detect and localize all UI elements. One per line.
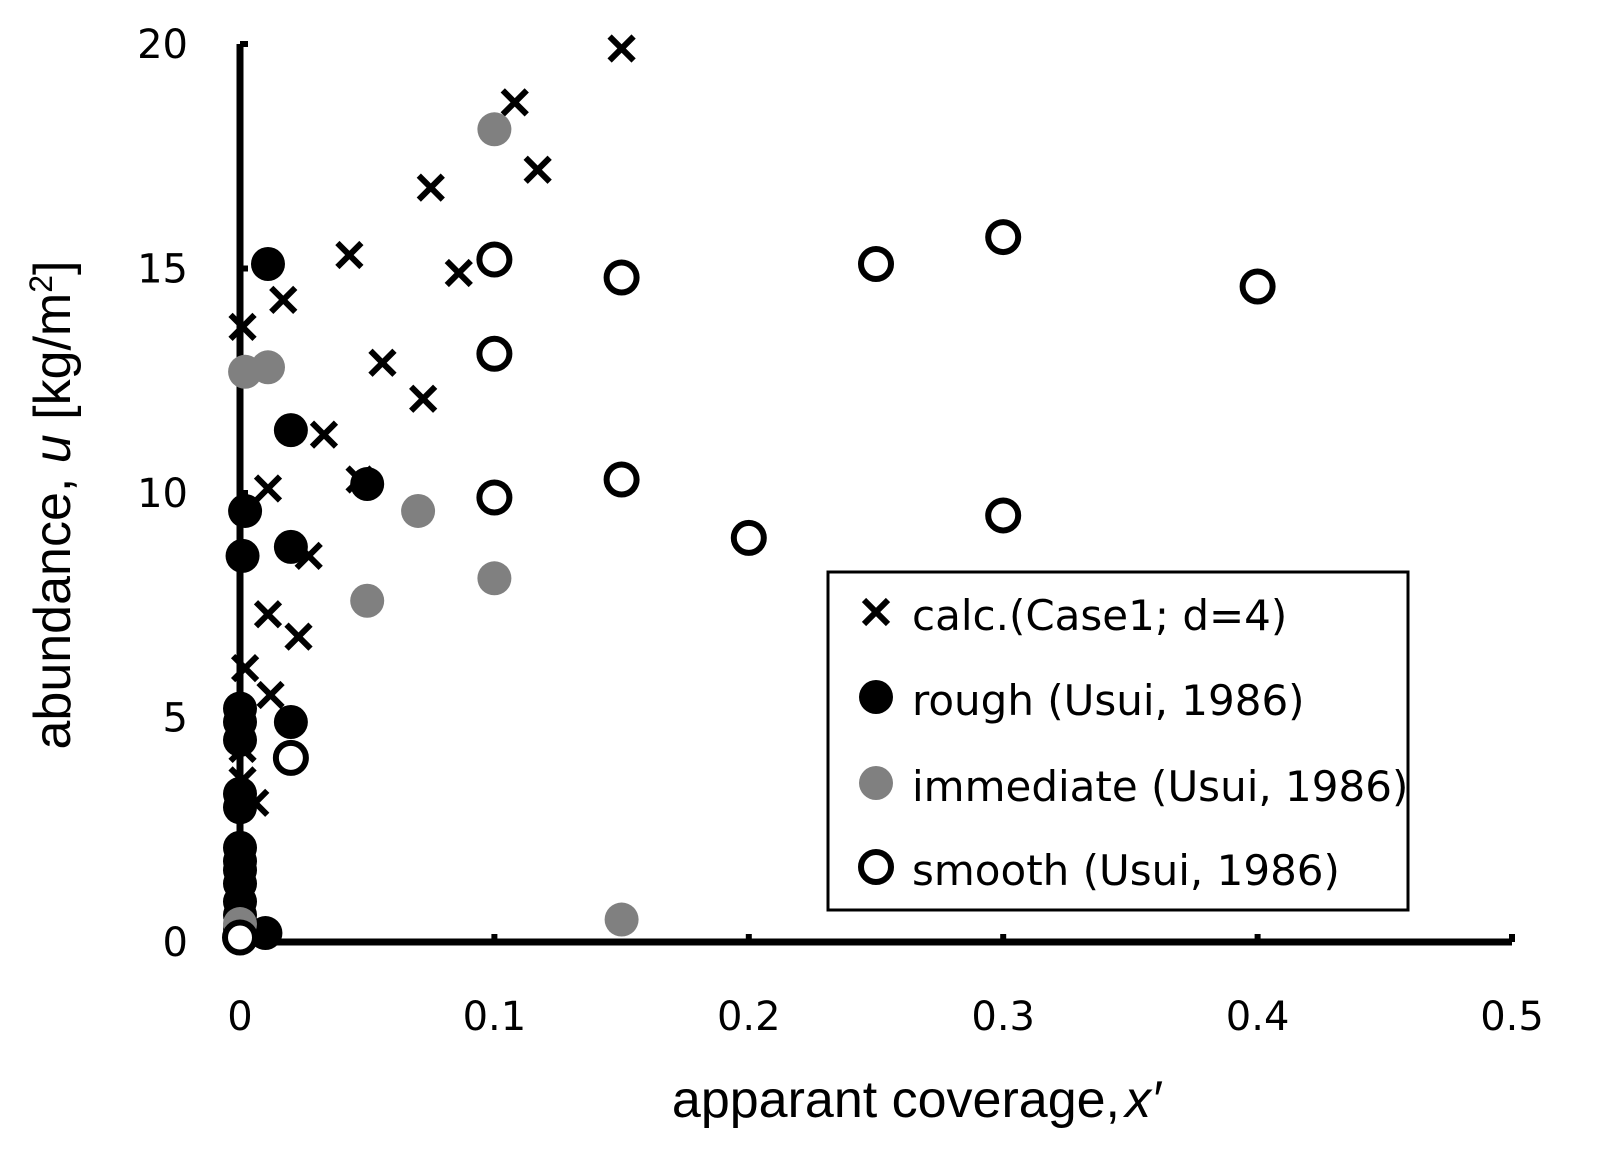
marker-stroke [309,420,339,449]
data-point [228,312,257,341]
data-point [401,493,436,528]
marker-stroke [228,312,257,341]
data-point [409,384,438,413]
legend-marker [859,680,893,714]
marker-stroke [368,348,397,377]
legend-label: immediate (Usui, 1986) [912,762,1408,811]
x-tick-label: 0.2 [717,994,781,1040]
marker-stroke [861,597,891,627]
marker-stroke [500,88,529,117]
data-point [335,240,364,270]
legend-marker [858,849,894,885]
x-tick-label: 0.5 [1480,994,1544,1040]
marker-stroke [409,384,438,413]
ticks: 0 0.1 0.2 0.3 0.4 0.5 0 5 10 15 20 [137,22,1544,1040]
marker-stroke [253,600,283,629]
marker-stroke [444,258,473,288]
x-tick-label: 0.1 [463,994,527,1040]
legend-marker [861,597,891,627]
data-point [416,173,445,202]
legend: calc.(Case1; d=4) rough (Usui, 1986) immed… [826,570,1410,912]
data-point [250,350,285,385]
marker-stroke [269,285,298,315]
data-point [223,722,257,757]
data-point [477,561,512,596]
data-point [250,247,285,282]
legend-label: calc.(Case1; d=4) [912,591,1287,640]
data-point [253,474,283,503]
marker-stroke [256,680,285,710]
data-point [222,919,258,956]
marker-stroke [230,653,260,683]
x-axis-title: apparant coverage, [672,1071,1120,1129]
data-point [476,335,513,372]
data-point [476,241,513,278]
legend-marker [859,766,893,800]
data-point [269,285,298,315]
y-tick-label: 5 [163,696,188,742]
data-point [309,420,339,449]
data-point [476,479,513,516]
data-point [603,259,640,296]
data-point [253,600,283,629]
marker-stroke [284,622,313,651]
y-axis-title: abundance, u [kg/m2] [23,260,82,749]
data-point [985,219,1022,256]
data-point [273,704,308,739]
data-point [607,34,636,63]
series-2 [223,112,639,942]
series-3 [222,219,1276,956]
data-point [477,112,512,147]
data-point [858,246,894,283]
data-point [273,529,308,564]
data-point [1239,268,1276,305]
x-tick-label: 0.3 [971,994,1035,1040]
marker-stroke [253,474,283,503]
x-tick-label: 0 [227,994,252,1040]
data-point [368,348,397,377]
data-point [273,413,308,448]
x-tick-label: 0.4 [1226,994,1290,1040]
marker-stroke [523,155,552,184]
data-point [603,461,640,498]
y-tick-label: 15 [137,247,188,293]
data-points [222,34,1276,956]
y-tick-label: 0 [163,920,188,966]
data-point [730,519,767,556]
data-point [500,88,529,117]
legend-box [826,570,1410,912]
data-point [523,155,552,184]
data-point [223,790,257,825]
y-tick-label: 20 [137,22,188,68]
data-point [228,493,263,528]
legend-label: rough (Usui, 1986) [912,676,1305,725]
y-tick-label: 10 [137,471,188,517]
data-point [350,583,385,618]
data-point [985,497,1022,534]
marker-stroke [607,34,636,63]
data-point [225,538,260,573]
data-point [272,739,309,776]
legend-label: smooth (Usui, 1986) [912,846,1340,895]
data-point [284,622,313,651]
data-point [604,902,639,937]
data-point [350,467,385,502]
marker-stroke [335,240,364,270]
data-point [230,653,260,683]
marker-stroke [416,173,445,202]
x-axis-title-variable: x′ [1122,1071,1163,1129]
data-point [256,680,285,710]
marker-stroke [294,541,323,570]
data-point [444,258,473,288]
